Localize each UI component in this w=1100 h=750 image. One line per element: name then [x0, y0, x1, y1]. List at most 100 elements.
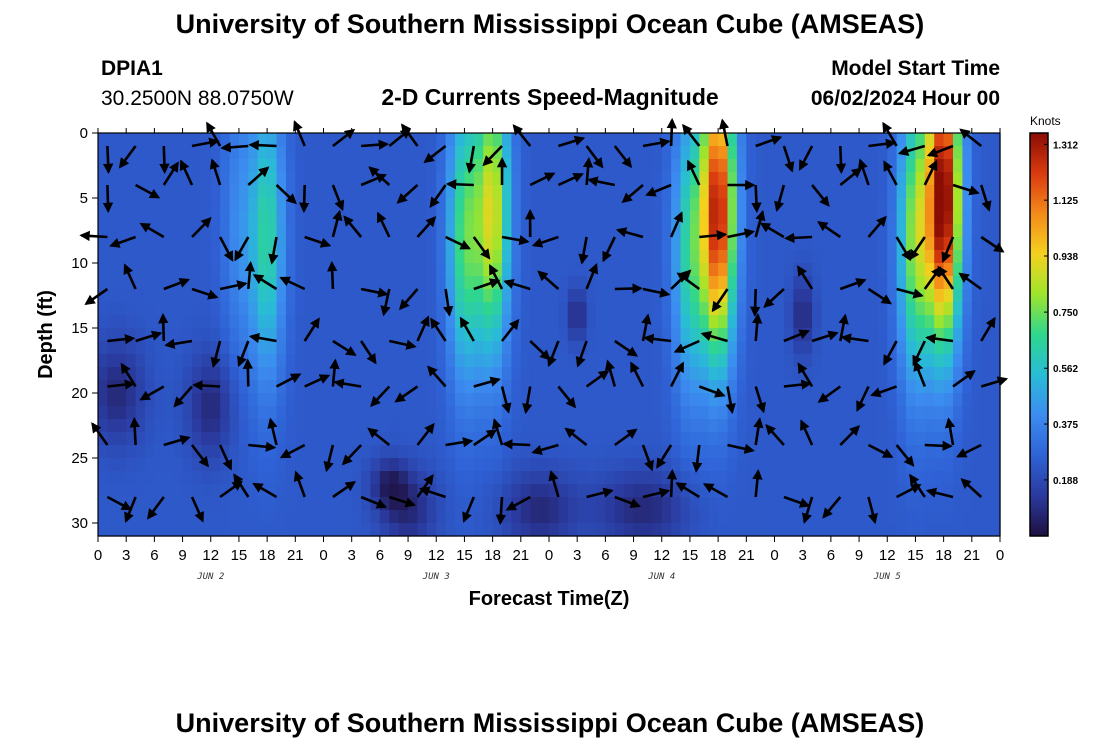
heatmap-cell — [652, 419, 663, 433]
current-vector — [139, 385, 165, 401]
heatmap-cell — [342, 380, 353, 394]
current-vector — [615, 227, 644, 239]
heatmap-cell — [370, 237, 381, 251]
heatmap-cell — [924, 133, 935, 147]
heatmap-cell — [924, 419, 935, 433]
current-vector — [867, 496, 878, 525]
heatmap-cell — [135, 328, 146, 342]
heatmap-cell — [915, 328, 926, 342]
heatmap-cell — [934, 133, 945, 147]
heatmap-cell — [342, 224, 353, 238]
heatmap-cell — [765, 276, 776, 290]
chart-title-bottom: University of Southern Mississippi Ocean… — [175, 708, 925, 738]
current-vector — [124, 496, 137, 524]
heatmap-cell — [877, 510, 888, 524]
heatmap-cell — [689, 250, 700, 264]
heatmap-cell — [342, 328, 353, 342]
heatmap-cell — [746, 289, 757, 303]
heatmap-cell — [558, 328, 569, 342]
current-vector — [687, 159, 701, 186]
heatmap-cell — [511, 224, 522, 238]
heatmap-cell — [398, 276, 409, 290]
heatmap-cell — [661, 367, 672, 381]
heatmap-cell — [135, 354, 146, 368]
heatmap-cell — [793, 172, 804, 186]
heatmap-cell — [812, 471, 823, 485]
heatmap-cell — [699, 380, 710, 394]
heatmap-cell — [539, 315, 550, 329]
heatmap-cell — [389, 146, 400, 160]
current-vector — [147, 496, 165, 520]
current-vector — [944, 417, 956, 446]
heatmap-cell — [859, 146, 870, 160]
heatmap-cell — [736, 172, 747, 186]
heatmap-cell — [896, 133, 907, 147]
heatmap-cell — [530, 406, 541, 420]
heatmap-cell — [126, 432, 137, 446]
heatmap-cell — [257, 250, 268, 264]
heatmap-cell — [257, 497, 268, 511]
current-vector — [727, 443, 755, 454]
heatmap-cell — [821, 250, 832, 264]
heatmap-cell — [558, 367, 569, 381]
heatmap-cell — [614, 237, 625, 251]
heatmap-cell — [473, 146, 484, 160]
heatmap-cell — [962, 172, 973, 186]
heatmap-cell — [464, 198, 475, 212]
heatmap-cell — [191, 367, 202, 381]
heatmap-cell — [689, 406, 700, 420]
heatmap-cell — [248, 211, 259, 225]
heatmap-cell — [840, 367, 851, 381]
heatmap-cell — [642, 523, 653, 537]
current-vector — [587, 176, 616, 187]
heatmap-cell — [821, 484, 832, 498]
heatmap-cell — [943, 159, 954, 173]
heatmap-cell — [896, 185, 907, 199]
heatmap-cell — [943, 328, 954, 342]
current-vector — [388, 495, 416, 508]
heatmap-cell — [783, 523, 794, 537]
heatmap-cell — [990, 250, 1001, 264]
heatmap-cell — [436, 419, 447, 433]
heatmap-cell — [398, 445, 409, 459]
heatmap-cell — [238, 406, 249, 420]
heatmap-cell — [408, 393, 419, 407]
heatmap-cell — [257, 510, 268, 524]
heatmap-cell — [417, 341, 428, 355]
heatmap-cell — [774, 302, 785, 316]
heatmap-cell — [934, 406, 945, 420]
heatmap-cell — [210, 393, 221, 407]
heatmap-cell — [389, 328, 400, 342]
heatmap-cell — [248, 354, 259, 368]
current-vector — [218, 444, 233, 471]
heatmap-cell — [755, 289, 766, 303]
heatmap-cell — [285, 328, 296, 342]
heatmap-cell — [539, 471, 550, 485]
heatmap-cell — [492, 211, 503, 225]
heatmap-cell — [577, 419, 588, 433]
heatmap-cell — [464, 471, 475, 485]
heatmap-cell — [990, 445, 1001, 459]
heatmap-cell — [783, 198, 794, 212]
heatmap-cell — [567, 237, 578, 251]
heatmap-cell — [426, 406, 437, 420]
heatmap-cell — [661, 224, 672, 238]
heatmap-cell — [755, 523, 766, 537]
heatmap-cell — [849, 484, 860, 498]
heatmap-cell — [934, 458, 945, 472]
heatmap-cell — [210, 250, 221, 264]
heatmap-cell — [502, 367, 513, 381]
heatmap-cell — [774, 510, 785, 524]
current-vector — [429, 184, 447, 209]
heatmap-cell — [567, 315, 578, 329]
heatmap-cell — [295, 185, 306, 199]
heatmap-cell — [718, 315, 729, 329]
heatmap-cell — [605, 458, 616, 472]
heatmap-cell — [812, 315, 823, 329]
heatmap-cell — [671, 523, 682, 537]
heatmap-cell — [220, 276, 231, 290]
heatmap-cell — [849, 367, 860, 381]
current-vector — [423, 144, 447, 164]
heatmap-cell — [736, 185, 747, 199]
colorbar-tick-label: 0.938 — [1053, 252, 1078, 263]
